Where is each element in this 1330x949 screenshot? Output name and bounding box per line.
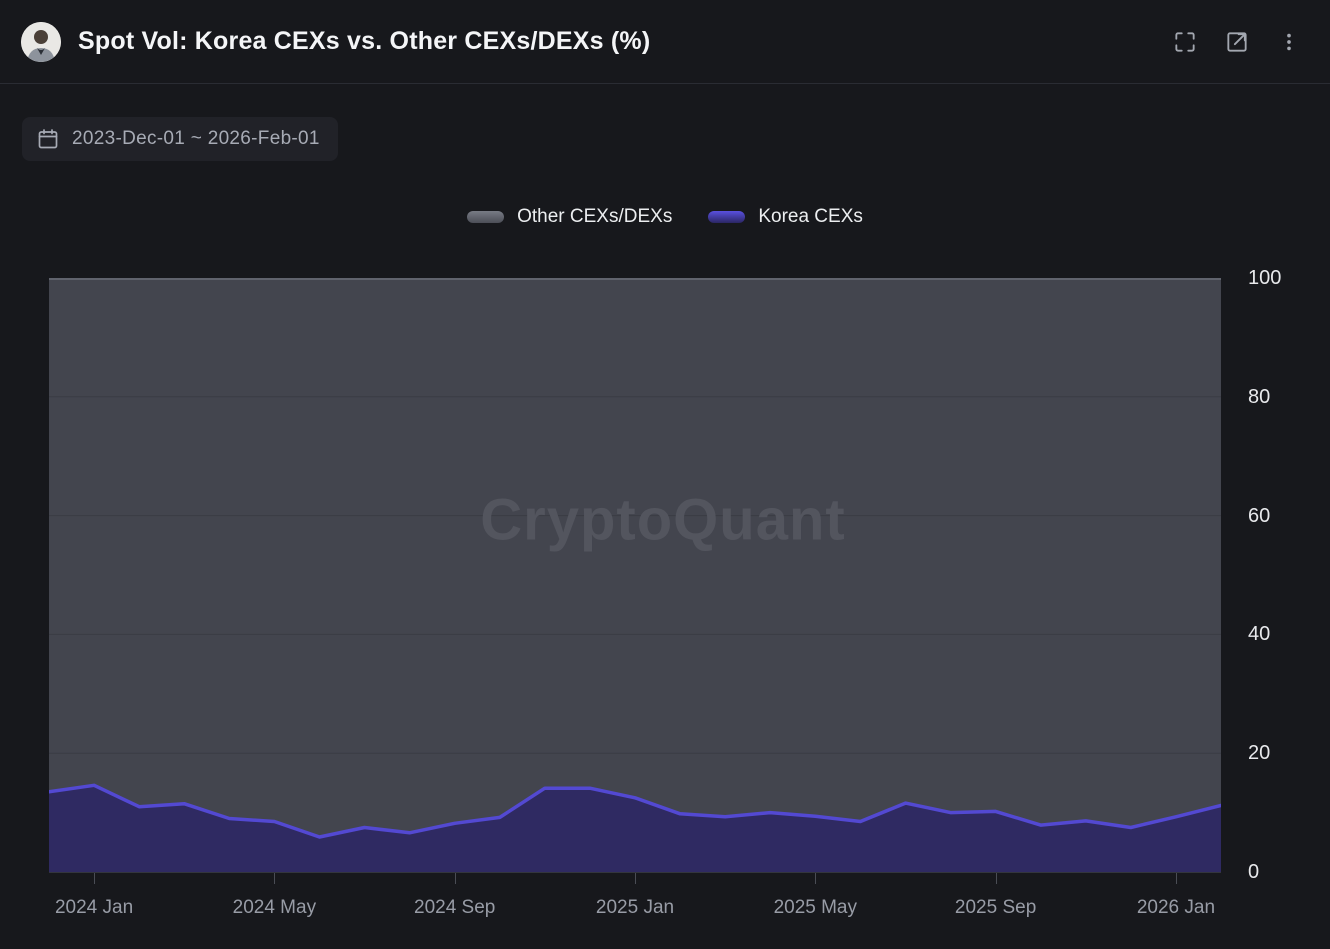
x-axis-label: 2024 Jan	[54, 897, 134, 918]
calendar-icon	[38, 129, 58, 149]
chart-plot-area[interactable]: CryptoQuant	[49, 278, 1221, 873]
legend-swatch-korea-icon	[708, 211, 746, 223]
more-options-button[interactable]	[1270, 23, 1308, 61]
x-axis-label: 2026 Jan	[1136, 897, 1216, 918]
y-axis-label: 100	[1248, 267, 1282, 289]
stacked-area-chart	[49, 278, 1221, 872]
x-axis-tick	[274, 873, 276, 884]
y-axis-label: 80	[1248, 385, 1271, 408]
fullscreen-icon	[1175, 32, 1195, 52]
page-title: Spot Vol: Korea CEXs vs. Other CEXs/DEXs…	[78, 27, 651, 55]
widget-header: Spot Vol: Korea CEXs vs. Other CEXs/DEXs…	[0, 0, 1330, 84]
avatar-photo-icon	[21, 21, 61, 62]
kebab-menu-icon	[1287, 33, 1291, 51]
x-axis-tick	[1175, 873, 1177, 884]
author-avatar[interactable]	[21, 21, 61, 62]
header-actions	[1166, 0, 1308, 84]
x-axis-label: 2025 May	[773, 897, 858, 918]
x-axis-tick	[94, 873, 96, 884]
x-axis-label: 2024 May	[232, 897, 317, 918]
open-external-icon	[1227, 32, 1247, 52]
y-axis-label: 40	[1248, 623, 1271, 646]
x-axis-tick	[635, 873, 636, 884]
other-cexs-dexs-area	[49, 278, 1221, 872]
x-axis-label: 2024 Sep	[414, 897, 496, 918]
legend-item-korea-cexs[interactable]: Korea CEXs	[708, 206, 863, 228]
chart-legend: Other CEXs/DEXs Korea CEXs	[0, 206, 1330, 228]
x-axis-tick	[815, 873, 817, 884]
y-axis-label: 20	[1248, 742, 1271, 765]
legend-item-other-cexs-dexs[interactable]: Other CEXs/DEXs	[467, 206, 672, 228]
x-axis-tick	[995, 873, 997, 884]
date-range-label: 2023-Dec-01 ~ 2026-Feb-01	[72, 128, 320, 149]
legend-swatch-other-icon	[467, 211, 505, 223]
fullscreen-button[interactable]	[1166, 23, 1204, 61]
legend-label-other: Other CEXs/DEXs	[517, 206, 673, 227]
open-external-button[interactable]	[1218, 23, 1256, 61]
legend-label-korea: Korea CEXs	[758, 206, 863, 227]
x-axis-label: 2025 Sep	[954, 897, 1037, 918]
y-axis-label: 0	[1248, 861, 1260, 883]
korea-cexs-line	[49, 783, 1221, 839]
y-axis-label: 60	[1248, 504, 1271, 527]
korea-cexs-area	[49, 785, 1221, 872]
x-axis-tick	[454, 873, 456, 884]
x-axis-label: 2025 Jan	[595, 897, 675, 918]
date-range-chip[interactable]: 2023-Dec-01 ~ 2026-Feb-01	[22, 117, 338, 161]
